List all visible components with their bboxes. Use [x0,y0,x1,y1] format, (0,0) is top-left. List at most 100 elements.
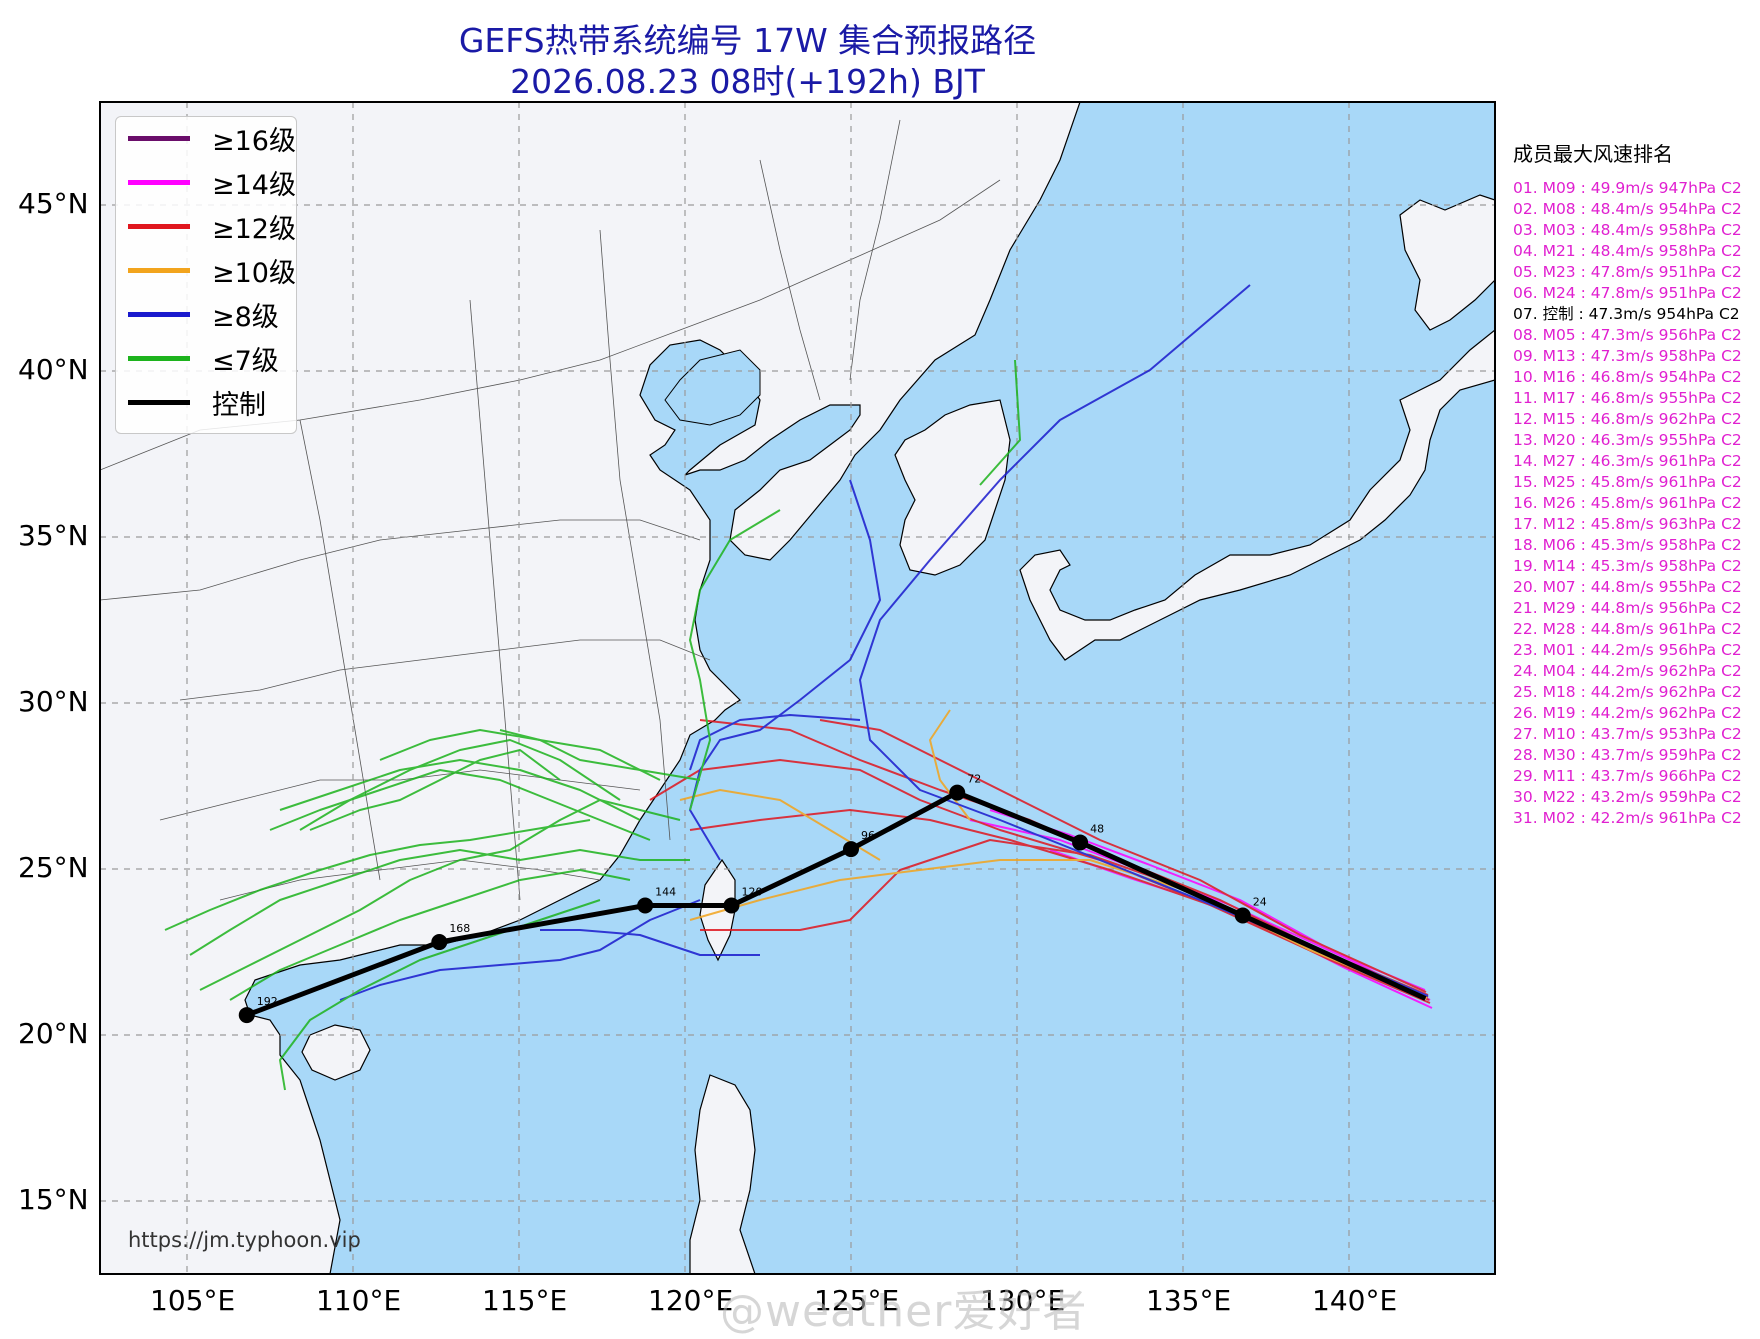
japan-land [1019,329,1495,661]
legend-item: ≥8级 [128,299,279,333]
ranking-item: 02. M08 : 48.4m/s 954hPa C2 [1513,200,1742,218]
map-frame [99,101,1496,1275]
chart-title-line1: GEFS热带系统编号 17W 集合预报路径 [458,21,1037,60]
hour-tag: 96 [861,829,875,842]
lon-tick-140: 140°E [1312,1284,1398,1317]
korea-land [894,399,1011,576]
legend-label: ≥16级 [212,125,296,157]
legend-label: ≥8级 [212,301,279,333]
control-point [238,1007,255,1024]
taiwan-land [699,858,736,962]
legend-label: ≤7级 [212,345,279,377]
track-member [979,359,1021,486]
hour-tag: 168 [449,922,470,935]
ranking-list: 01. M09 : 49.9m/s 947hPa C2 02. M08 : 48.… [1513,178,1742,829]
lat-tick-45: 45°N [18,187,89,220]
source-url: https://jm.typhoon.vip [128,1228,361,1252]
lon-tick-105: 105°E [150,1284,236,1317]
legend-swatch [128,179,190,185]
ranking-item: 06. M24 : 47.8m/s 951hPa C2 [1513,284,1742,302]
legend-item: ≥12级 [128,211,296,245]
ranking-item: 04. M21 : 48.4m/s 958hPa C2 [1513,242,1742,260]
track-member [339,899,701,1001]
lon-tick-110: 110°E [316,1284,402,1317]
hour-tags: 24 48 72 96 120 144 168 192 [257,773,1267,1008]
ranking-item: 11. M17 : 46.8m/s 955hPa C2 [1513,389,1742,407]
ranking-title: 成员最大风速排名 [1513,142,1673,166]
hour-tag: 192 [257,995,278,1008]
ranking-item: 05. M23 : 47.8m/s 951hPa C2 [1513,263,1742,281]
ranking-item: 17. M12 : 45.8m/s 963hPa C2 [1513,515,1742,533]
ranking-item: 08. M05 : 47.3m/s 956hPa C2 [1513,326,1742,344]
legend-item: ≥16级 [128,123,296,157]
ranking-item: 29. M11 : 43.7m/s 966hPa C2 [1513,767,1742,785]
track-member [689,714,861,771]
ranking-item: 14. M27 : 46.3m/s 961hPa C2 [1513,452,1742,470]
ranking-item: 19. M14 : 45.3m/s 958hPa C2 [1513,557,1742,575]
ranking-item: 28. M30 : 43.7m/s 959hPa C2 [1513,746,1742,764]
legend-swatch [128,311,190,317]
track-member [189,849,690,956]
ranking-item: 27. M10 : 43.7m/s 953hPa C2 [1513,725,1742,743]
hour-tag: 48 [1090,822,1104,835]
legend-item: ≥14级 [128,167,296,201]
ranking-item: 23. M01 : 44.2m/s 956hPa C2 [1513,641,1742,659]
lon-tick-135: 135°E [1146,1284,1232,1317]
lat-tick-15: 15°N [18,1183,89,1216]
ranking-item: 18. M06 : 45.3m/s 958hPa C2 [1513,536,1742,554]
control-point [949,784,966,801]
ranking-item: 31. M02 : 42.2m/s 961hPa C2 [1513,809,1742,827]
ranking-item: 10. M16 : 46.8m/s 954hPa C2 [1513,368,1742,386]
track-member [859,284,1429,997]
lat-tick-30: 30°N [18,685,89,718]
legend-label: 控制 [212,389,266,421]
lat-tick-20: 20°N [18,1017,89,1050]
legend-label: ≥12级 [212,213,296,245]
ranking-item: 20. M07 : 44.8m/s 955hPa C2 [1513,578,1742,596]
ranking-item: 26. M19 : 44.2m/s 962hPa C2 [1513,704,1742,722]
lon-tick-125: 125°E [814,1284,900,1317]
track-member [229,869,631,1001]
hour-tag: 144 [655,886,676,899]
province-boundaries [100,119,1001,901]
control-point [637,897,654,914]
ranking-item: 30. M22 : 43.2m/s 959hPa C2 [1513,788,1742,806]
lon-tick-120: 120°E [648,1284,734,1317]
ranking-item: 03. M03 : 48.4m/s 958hPa C2 [1513,221,1742,239]
track-member [299,739,621,831]
control-point [431,934,448,951]
track-member [689,509,781,811]
legend: ≥16级 ≥14级 ≥12级 ≥10级 ≥8级 ≤7级 控制 [115,116,297,434]
legend-label: ≥10级 [212,257,296,289]
track-member [649,759,1429,998]
track-member [540,929,760,956]
ranking-item: 01. M09 : 49.9m/s 947hPa C2 [1513,179,1742,197]
track-member [309,749,561,831]
ranking-item: 09. M13 : 47.3m/s 958hPa C2 [1513,347,1742,365]
legend-swatch [128,355,190,361]
ranking-item: 22. M28 : 44.8m/s 961hPa C2 [1513,620,1742,638]
track-member [679,789,881,861]
watermark: @weather爱好者 [720,1286,1088,1337]
legend-item: ≥10级 [128,255,296,289]
legend-swatch [128,399,190,405]
control-points: 24 48 72 96 120 144 168 192 [238,773,1267,1024]
lat-tick-25: 25°N [18,851,89,884]
control-point [1234,907,1251,924]
ranking-item: 24. M04 : 44.2m/s 962hPa C2 [1513,662,1742,680]
track-member [279,759,641,821]
lon-tick-130: 130°E [980,1284,1066,1317]
hour-tag: 120 [741,886,762,899]
hour-tag: 24 [1253,895,1267,908]
control-point [723,897,740,914]
legend-label: ≥14级 [212,169,296,201]
track-member [819,719,1427,993]
ranking-item: 07. 控制 : 47.3m/s 954hPa C2 [1513,305,1740,323]
hour-tag: 72 [967,773,981,786]
ranking-item: 13. M20 : 46.3m/s 955hPa C2 [1513,431,1742,449]
control-point [1072,834,1089,851]
legend-swatch [128,135,190,141]
ranking-item: 12. M15 : 46.8m/s 962hPa C2 [1513,410,1742,428]
control-point [843,841,859,858]
